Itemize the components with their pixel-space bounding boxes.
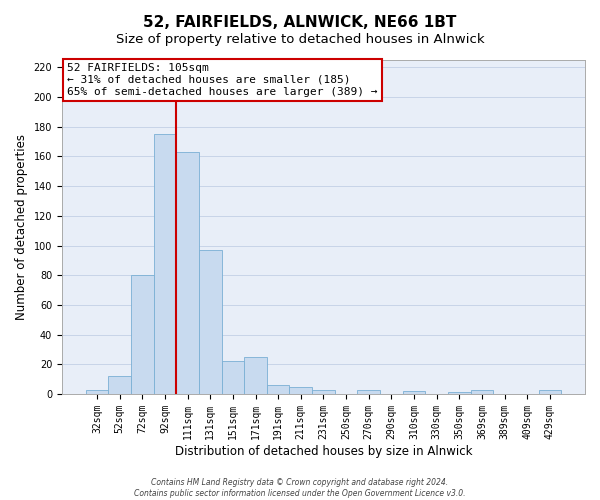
Bar [448, 392, 470, 394]
Bar [131, 275, 154, 394]
Bar [403, 391, 425, 394]
Bar [289, 386, 312, 394]
Text: 52 FAIRFIELDS: 105sqm
← 31% of detached houses are smaller (185)
65% of semi-det: 52 FAIRFIELDS: 105sqm ← 31% of detached … [67, 64, 377, 96]
Text: 52, FAIRFIELDS, ALNWICK, NE66 1BT: 52, FAIRFIELDS, ALNWICK, NE66 1BT [143, 15, 457, 30]
Text: Contains HM Land Registry data © Crown copyright and database right 2024.
Contai: Contains HM Land Registry data © Crown c… [134, 478, 466, 498]
Bar [221, 362, 244, 394]
Bar [470, 390, 493, 394]
Bar [539, 390, 561, 394]
X-axis label: Distribution of detached houses by size in Alnwick: Distribution of detached houses by size … [175, 444, 472, 458]
Bar [312, 390, 335, 394]
Bar [358, 390, 380, 394]
Bar [154, 134, 176, 394]
Bar [109, 376, 131, 394]
Y-axis label: Number of detached properties: Number of detached properties [15, 134, 28, 320]
Bar [199, 250, 221, 394]
Bar [244, 357, 267, 394]
Bar [176, 152, 199, 394]
Bar [267, 385, 289, 394]
Bar [86, 390, 109, 394]
Text: Size of property relative to detached houses in Alnwick: Size of property relative to detached ho… [116, 32, 484, 46]
